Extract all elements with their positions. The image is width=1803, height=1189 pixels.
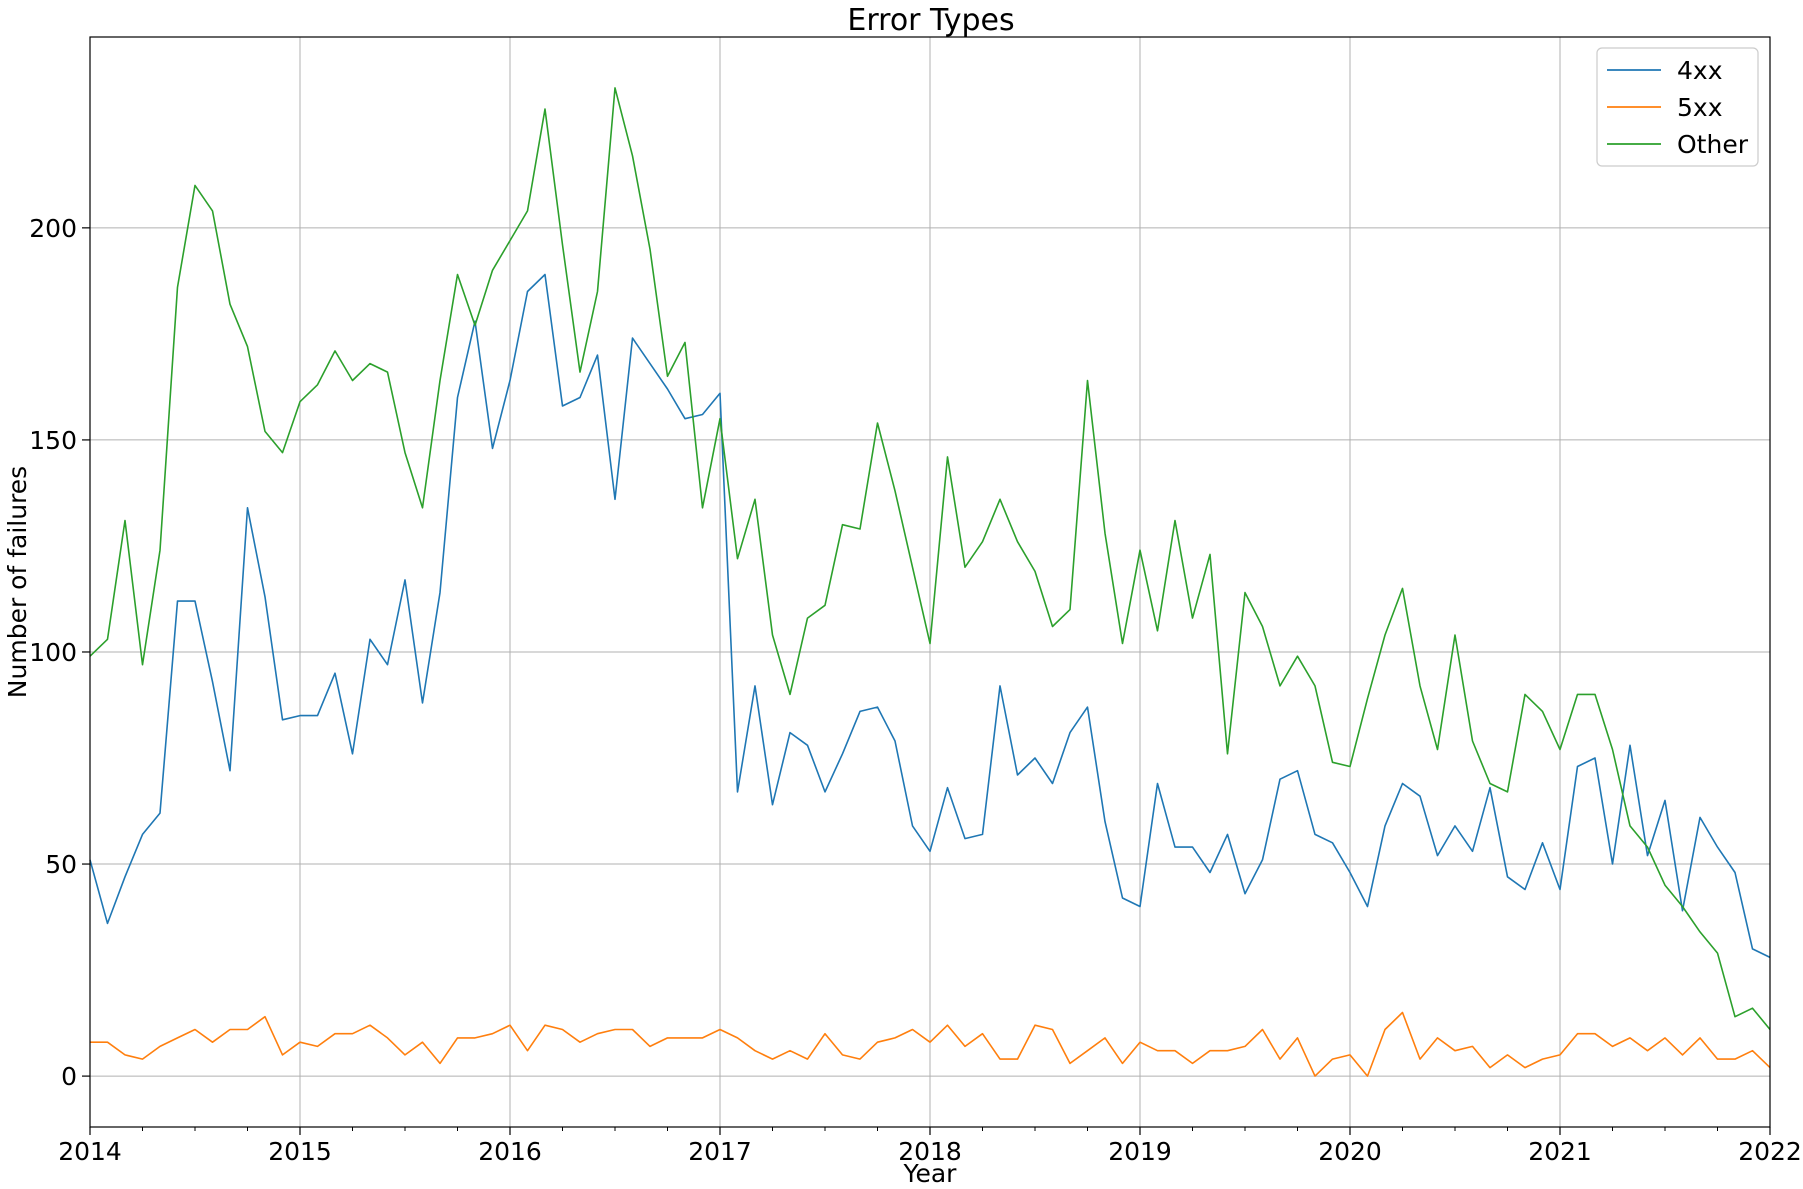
x-tick-label: 2021 [1528,1137,1592,1166]
x-tick-label: 2016 [478,1137,542,1166]
y-tick-label: 150 [29,426,77,455]
x-tick-label: 2015 [268,1137,332,1166]
x-tick-label: 2022 [1738,1137,1802,1166]
legend-label-other: Other [1677,130,1749,159]
series-line-other [89,87,1771,1031]
series-layer [89,87,1771,1077]
series-line-4xx [89,273,1771,959]
y-tick-label: 100 [29,638,77,667]
y-axis-label: Number of failures [3,466,32,698]
series-line-5xx [90,1011,1771,1077]
legend-label-4xx: 4xx [1677,56,1723,85]
grid [89,37,1771,1127]
legend: 4xx 5xx Other [1596,47,1759,167]
x-axis-label: Year [903,1159,958,1188]
chart-title: Error Types [847,3,1014,38]
x-tick-label: 2017 [688,1137,752,1166]
legend-frame [1596,47,1759,167]
x-axis: 2014 2015 2016 2017 2018 2019 2020 2021 2022 [58,1127,1802,1166]
y-tick-label: 50 [45,850,77,879]
x-tick-label: 2019 [1108,1137,1172,1166]
legend-label-5xx: 5xx [1677,93,1723,122]
x-tick-label: 2018 [898,1137,962,1166]
x-tick-label: 2020 [1318,1137,1382,1166]
y-tick-label: 200 [29,214,77,243]
y-axis: 0 50 100 150 200 [29,214,90,1091]
x-tick-label: 2014 [58,1137,122,1166]
y-tick-label: 0 [61,1062,77,1091]
